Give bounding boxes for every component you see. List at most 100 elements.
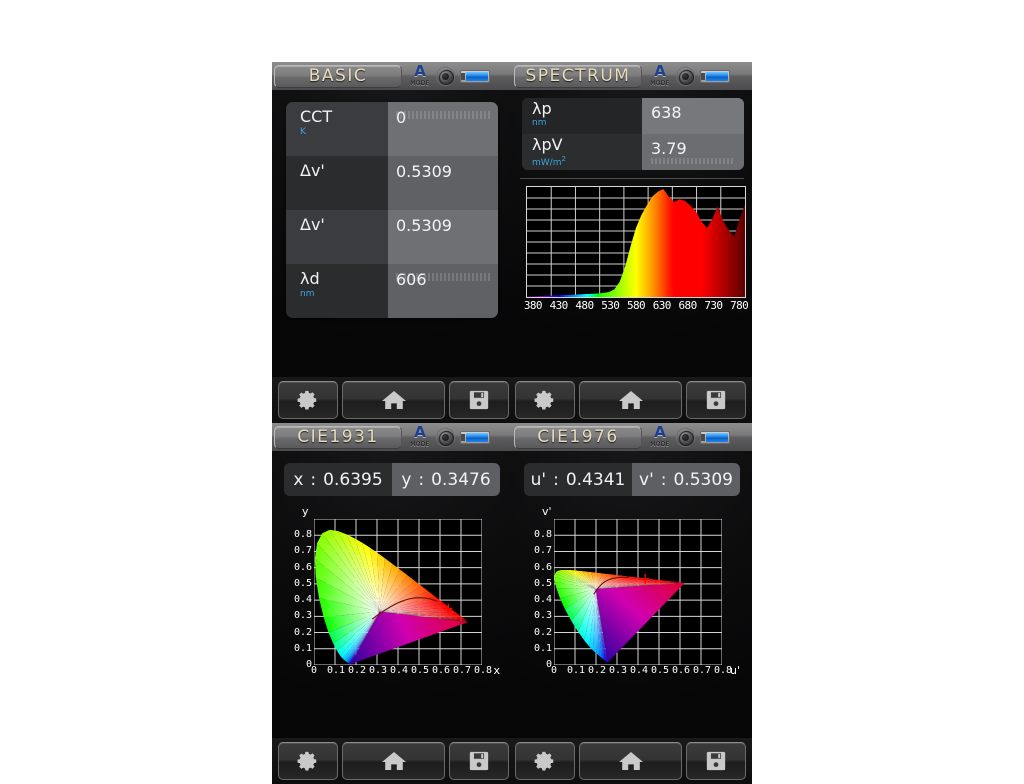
settings-button[interactable]: [515, 381, 575, 419]
cie1931-x-axis-label: x: [493, 664, 500, 677]
tab-cie1931-label: CIE1931: [297, 426, 379, 447]
battery-icon: [460, 69, 490, 83]
axis-tick: 0.5: [651, 665, 670, 676]
axis-tick: 0: [545, 659, 552, 670]
cie1931-plot-area: [314, 519, 482, 665]
floppy-disk-icon: [469, 751, 489, 771]
screenshot-canvas: BASIC A MODE: [272, 62, 752, 784]
row-value: 0.5309: [396, 216, 452, 235]
save-button[interactable]: [449, 742, 509, 780]
cie1976-plot-area: [554, 519, 722, 665]
row-label: Δv': [300, 215, 325, 234]
axis-tick: 0.2: [533, 626, 552, 638]
readout-value: 0.6395: [323, 469, 383, 490]
save-button[interactable]: [449, 381, 509, 419]
header-cie1976: CIE1976 A MODE: [512, 423, 752, 451]
row-unit: K: [300, 127, 306, 137]
table-row[interactable]: CCT K 0: [286, 102, 498, 156]
table-row[interactable]: λd nm 606: [286, 264, 498, 318]
readout-value: 0.5309: [673, 469, 733, 490]
axis-tick: 0.1: [567, 665, 586, 676]
axis-tick: 0.4: [293, 594, 312, 606]
basic-measurement-table: CCT K 0 Δv': [286, 102, 498, 318]
axis-tick: 0: [311, 665, 318, 676]
axis-tick: 0.6: [672, 665, 691, 676]
battery-cap: [461, 433, 465, 441]
gear-icon: [534, 751, 554, 771]
body-cie1931: x : 0.6395 y : 0.3476 y 0.8 0.7 0.6 0.5 0.4 0…: [272, 451, 512, 738]
cie1976-x-axis-ticks: 0 0.1 0.2 0.3 0.4 0.5 0.6 0.7 0.8: [544, 665, 740, 679]
readout-v-prime[interactable]: v' : 0.5309: [632, 463, 740, 496]
cie1976-chart: v' 0.8 0.7 0.6 0.5 0.4 0.3 0.2 0.1 0 0 0.1 0.2 0.3 0…: [526, 505, 740, 677]
floppy-disk-icon: [706, 390, 726, 410]
value-dot-fill: [396, 273, 490, 281]
spectrum-peak-table: λp nm 638 λpV mW/m2: [522, 98, 744, 170]
home-button[interactable]: [342, 742, 445, 780]
tab-basic[interactable]: BASIC: [274, 64, 402, 88]
home-button[interactable]: [579, 381, 682, 419]
home-icon: [618, 752, 643, 770]
spectrum-plot-area: [526, 186, 746, 298]
device-screens-stack: BASIC A MODE: [272, 62, 752, 784]
table-row[interactable]: λp nm 638: [522, 98, 744, 134]
tab-spectrum-label: SPECTRUM: [525, 65, 631, 86]
row-unit-exponent: 2: [561, 155, 566, 163]
panel-row-bottom: CIE1931 A MODE: [272, 423, 752, 738]
axis-tick: 0.1: [533, 642, 552, 654]
table-row[interactable]: λpV mW/m2 3.79: [522, 134, 744, 170]
shutter-icon[interactable]: [436, 66, 455, 86]
shutter-icon[interactable]: [676, 427, 695, 447]
tab-basic-label: BASIC: [308, 65, 368, 86]
settings-button[interactable]: [515, 742, 575, 780]
axis-tick: 0.8: [293, 529, 312, 541]
save-button[interactable]: [686, 742, 746, 780]
axis-tick: 0.8: [474, 665, 493, 676]
axis-tick: 730: [704, 299, 723, 312]
home-button[interactable]: [342, 381, 445, 419]
axis-tick: 0.6: [533, 561, 552, 573]
readout-value: 0.3476: [431, 469, 491, 490]
row-value-cell: 606: [388, 264, 498, 318]
axis-tick: 780: [730, 299, 749, 312]
row-label: CCT: [300, 107, 333, 126]
table-row[interactable]: Δv' 0.5309: [286, 156, 498, 210]
readout-label: u': [530, 469, 547, 490]
tab-cie1931[interactable]: CIE1931: [274, 425, 402, 449]
panel-basic: BASIC A MODE: [272, 62, 512, 377]
mode-sublabel: MODE: [410, 80, 430, 87]
mode-letter: A: [654, 62, 666, 80]
spectrum-x-axis-ticks: 380 430 480 530 580 630 680 730 780: [520, 299, 752, 314]
row-value-cell: 0.5309: [388, 156, 498, 210]
readout-u-prime[interactable]: u' : 0.4341: [524, 463, 632, 496]
row-value-cell: 638: [642, 98, 744, 134]
row-value: 638: [651, 103, 682, 122]
axis-tick: 630: [652, 299, 672, 312]
row-label: λp: [532, 99, 552, 118]
button-group-cie1976: [512, 742, 749, 780]
row-label-cell: Δv': [286, 210, 388, 264]
battery-icon: [460, 430, 490, 444]
shutter-icon[interactable]: [676, 66, 695, 86]
battery-fill: [706, 432, 728, 442]
tab-spectrum[interactable]: SPECTRUM: [514, 64, 642, 88]
axis-tick: 0.2: [348, 665, 367, 676]
axis-tick: 0.7: [293, 545, 312, 557]
mode-icon[interactable]: A MODE: [409, 425, 431, 448]
value-dot-fill: [396, 111, 490, 119]
panel-cie1976: CIE1976 A MODE: [512, 423, 752, 738]
table-row[interactable]: Δv' 0.5309: [286, 210, 498, 264]
save-button[interactable]: [686, 381, 746, 419]
home-button[interactable]: [579, 742, 682, 780]
readout-label: y: [401, 469, 412, 490]
shutter-icon[interactable]: [436, 427, 455, 447]
readout-y[interactable]: y : 0.3476: [392, 463, 500, 496]
settings-button[interactable]: [278, 381, 338, 419]
mode-icon[interactable]: A MODE: [649, 425, 671, 448]
readout-x[interactable]: x : 0.6395: [284, 463, 392, 496]
cie1931-y-axis-label: y: [302, 505, 309, 518]
tab-cie1976[interactable]: CIE1976: [514, 425, 642, 449]
settings-button[interactable]: [278, 742, 338, 780]
panel-cie1931: CIE1931 A MODE: [272, 423, 512, 738]
mode-icon[interactable]: A MODE: [649, 62, 671, 87]
mode-icon[interactable]: A MODE: [409, 64, 431, 87]
